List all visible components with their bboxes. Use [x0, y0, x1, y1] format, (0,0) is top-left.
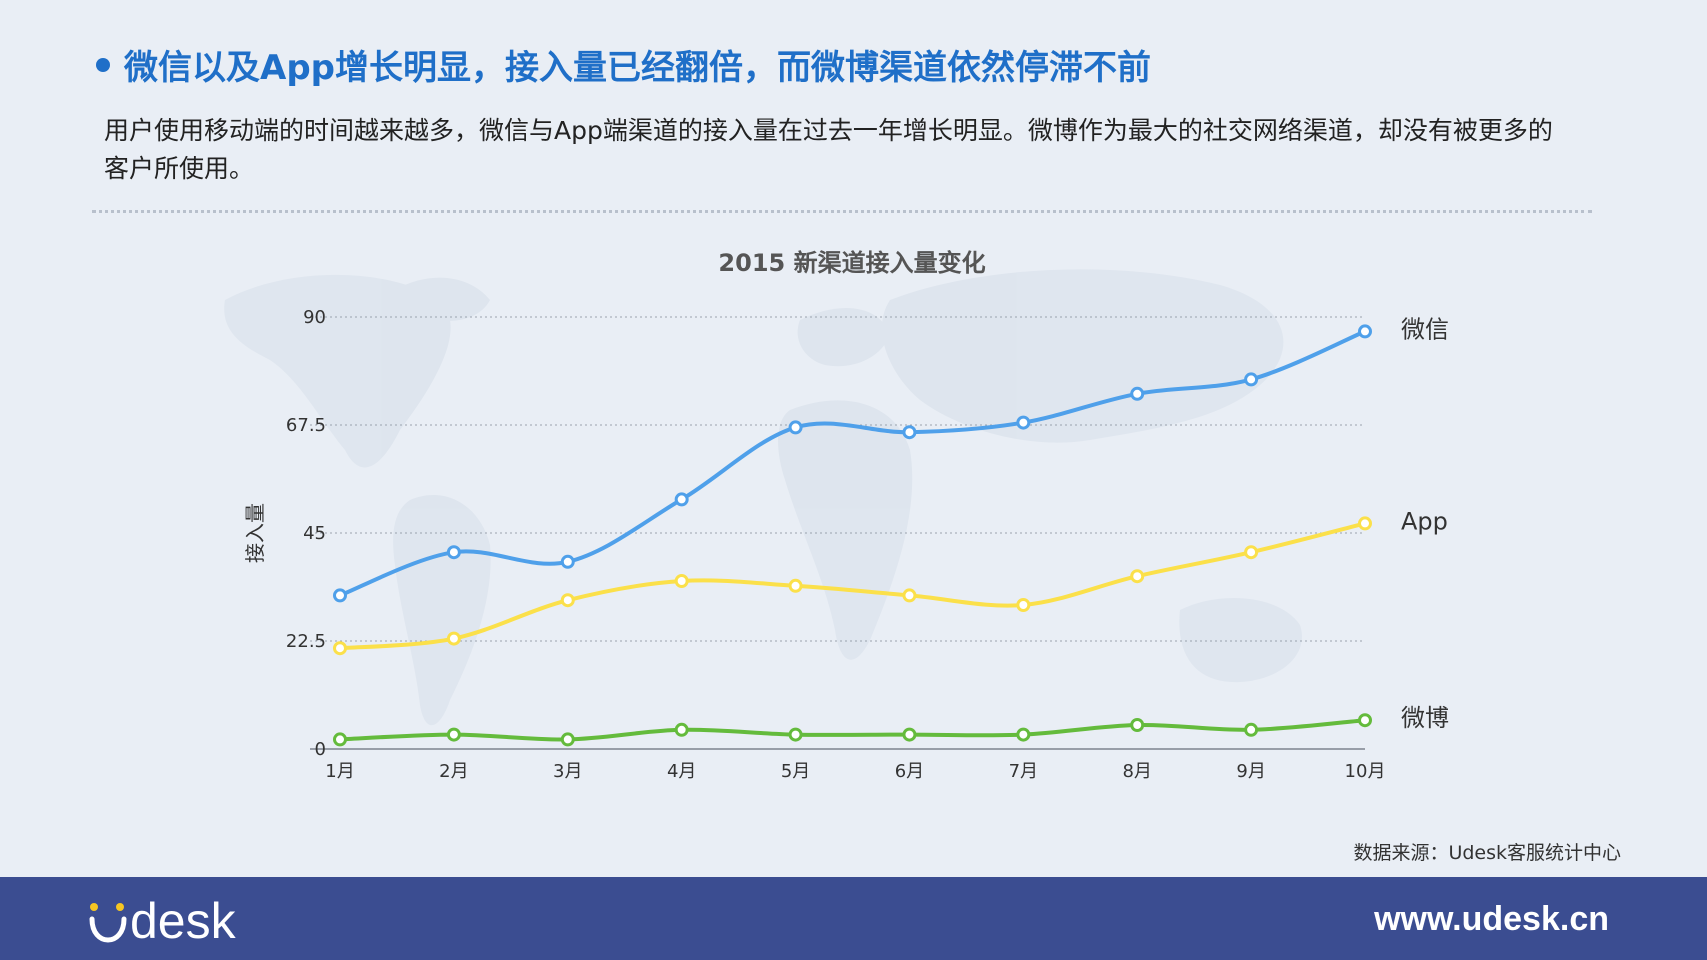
- footer-bar: [0, 877, 1707, 960]
- x-tick-labels: 1月 2月 3月 4月 5月 6月 7月 8月 9月 10月: [325, 761, 1385, 782]
- headline: 微信以及App增长明显，接入量已经翻倍，而微博渠道依然停滞不前: [96, 40, 1151, 89]
- series-labels: 微信 App 微博: [1401, 315, 1449, 732]
- x-tick-label: 6月: [895, 761, 924, 782]
- data-point[interactable]: [560, 554, 575, 569]
- headline-text: 微信以及App增长明显，接入量已经翻倍，而微博渠道依然停滞不前: [124, 48, 1151, 88]
- data-point[interactable]: [902, 425, 917, 440]
- logo-text: desk: [130, 893, 236, 949]
- x-tick-label: 8月: [1122, 761, 1151, 782]
- chart-title: 2015 新渠道接入量变化: [718, 249, 985, 277]
- y-tick-label: 22.5: [286, 631, 326, 652]
- gridlines: [310, 316, 1365, 642]
- data-point[interactable]: [446, 631, 461, 646]
- line-chart: 0 22.5 45 67.5 90 1月 2月 3月 4月 5月 6月 7月 8月 9月 10月 微信 Ap…: [224, 249, 1449, 782]
- x-tick-label: 5月: [781, 761, 810, 782]
- series-end-label: 微博: [1401, 704, 1449, 732]
- x-tick-label: 7月: [1009, 761, 1038, 782]
- data-point[interactable]: [1244, 372, 1259, 387]
- data-point[interactable]: [1358, 516, 1372, 531]
- data-point[interactable]: [1016, 727, 1031, 742]
- data-point[interactable]: [560, 593, 575, 608]
- data-point[interactable]: [560, 732, 575, 747]
- y-axis-label: 接入量: [243, 503, 267, 563]
- data-point[interactable]: [788, 727, 803, 742]
- data-point[interactable]: [1130, 569, 1145, 584]
- y-tick-labels: 0 22.5 45 67.5 90: [286, 307, 326, 760]
- data-point[interactable]: [333, 588, 347, 603]
- y-tick-label: 67.5: [286, 415, 326, 436]
- x-tick-label: 3月: [553, 761, 582, 782]
- data-point[interactable]: [1358, 713, 1372, 728]
- series-points: [333, 324, 1372, 747]
- data-point[interactable]: [674, 492, 689, 507]
- x-tick-label: 1月: [325, 761, 354, 782]
- y-tick-label: 45: [303, 523, 326, 544]
- data-point[interactable]: [1016, 598, 1031, 612]
- data-point[interactable]: [333, 641, 347, 656]
- bullet-dot-icon: [96, 57, 110, 72]
- data-point[interactable]: [788, 420, 803, 435]
- x-tick-label: 10月: [1345, 761, 1386, 782]
- udesk-logo[interactable]: desk: [88, 893, 236, 949]
- series-end-label: 微信: [1401, 315, 1449, 343]
- series-end-label: App: [1401, 507, 1448, 535]
- data-point[interactable]: [1130, 718, 1145, 732]
- data-point[interactable]: [446, 727, 461, 742]
- data-point[interactable]: [1244, 722, 1259, 737]
- data-point[interactable]: [1016, 415, 1031, 430]
- y-tick-label: 90: [303, 307, 326, 328]
- series-line: [338, 718, 1367, 742]
- x-tick-label: 4月: [667, 761, 696, 782]
- data-point[interactable]: [902, 727, 917, 742]
- data-point[interactable]: [333, 732, 347, 747]
- data-point[interactable]: [446, 545, 461, 560]
- description: 用户使用移动端的时间越来越多，微信与App端渠道的接入量在过去一年增长明显。微博…: [104, 116, 1553, 183]
- series-line: [338, 329, 1367, 598]
- logo-u-mark-icon: [89, 903, 127, 943]
- website-link[interactable]: www.udesk.cn: [1374, 900, 1609, 938]
- y-tick-label: 0: [315, 739, 326, 760]
- world-map-background: [224, 269, 1302, 726]
- data-source-note: 数据来源：Udesk客服统计中心: [1353, 842, 1621, 864]
- data-point[interactable]: [674, 574, 689, 588]
- x-tick-label: 2月: [439, 761, 468, 782]
- data-point[interactable]: [1130, 386, 1145, 401]
- data-point[interactable]: [788, 578, 803, 593]
- dotted-divider: [92, 210, 1592, 213]
- series-line: [338, 521, 1367, 651]
- data-point[interactable]: [902, 588, 917, 603]
- data-point[interactable]: [674, 722, 689, 737]
- x-tick-label: 9月: [1236, 761, 1265, 782]
- data-point[interactable]: [1358, 324, 1372, 339]
- series-lines: [338, 329, 1367, 742]
- data-point[interactable]: [1244, 545, 1259, 560]
